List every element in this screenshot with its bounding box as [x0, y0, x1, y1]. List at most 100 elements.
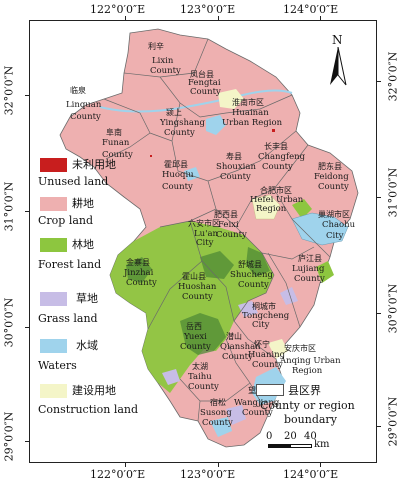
urban-anqing	[268, 339, 288, 359]
scale-label-20: 20	[284, 431, 297, 442]
scale-label-0: 0	[266, 431, 273, 442]
legend-unused-cn: 未利用地	[72, 158, 116, 171]
label-changfeng-en2: County	[262, 162, 293, 172]
legend-grass-cn: 草地	[76, 292, 98, 305]
label-anqing-cn: 安庆市区	[284, 343, 316, 353]
label-wangjiang-en2: County	[242, 408, 273, 418]
tick-right-30	[377, 313, 381, 314]
label-shucheng-cn: 舒城县	[238, 259, 262, 269]
tick-right-29	[377, 426, 381, 427]
legend-construction-en: Construction land	[38, 403, 139, 416]
label-yingshang-cn: 颍上	[166, 108, 182, 117]
label-hefei-en2: Region	[256, 204, 287, 214]
label-chaohu-en: Chaohu	[322, 220, 356, 230]
label-shucheng-en2: County	[238, 280, 269, 290]
label-lixin-cn: 利辛	[148, 41, 164, 51]
tick-left-29	[25, 441, 29, 442]
label-huoshan-en2: County	[182, 292, 213, 302]
label-funan-en: Funan	[102, 138, 130, 148]
legend-swatch-unused	[40, 158, 67, 172]
label-huoqiu-cn: 霍邱县	[164, 160, 188, 169]
label-tongcheng-en: Tongcheng	[242, 311, 290, 321]
coord-left-29: 29°0′0″N	[2, 411, 16, 462]
tick-bottom-124	[320, 463, 321, 467]
legend-swatch-crop	[40, 197, 67, 211]
legend-boundary-en2: boundary	[284, 413, 337, 426]
coord-right-31: 31°0′0″N	[386, 167, 400, 218]
label-linquan-en: Linquan	[66, 100, 102, 110]
label-chaohu-en2: City	[326, 231, 344, 241]
scale-bar: 0 20 40 km	[266, 431, 366, 453]
label-huainan-cn: 淮南市区	[232, 97, 264, 107]
label-yuexi-en: Yuexi	[183, 332, 207, 342]
label-shouxian-cn: 寿县	[226, 151, 242, 161]
label-yingshang-en2: County	[164, 128, 195, 138]
label-anqing-en2: Region	[292, 366, 323, 376]
legend-swatch-grass	[40, 292, 67, 306]
label-jinzhai-cn: 金寨县	[126, 257, 150, 267]
label-huoshan-cn: 霍山县	[182, 271, 206, 281]
label-funan-cn: 阜南	[106, 127, 122, 137]
north-arrow-icon	[330, 47, 347, 86]
tick-bottom-122	[125, 463, 126, 467]
legend-forest-cn: 林地	[72, 238, 94, 251]
label-huaining-en: Huaning	[248, 350, 286, 360]
coord-right-30: 30°0′0″N	[386, 283, 400, 334]
label-yuexi-cn: 岳西	[186, 321, 202, 331]
label-luan-en: Lu'an	[194, 229, 219, 239]
label-tongcheng-en2: City	[252, 320, 270, 330]
label-shucheng-en: Shucheng	[230, 270, 274, 280]
label-jinzhai-en2: County	[126, 278, 157, 288]
label-huaining-en2: County	[252, 360, 283, 370]
label-feidong-en: Feidong	[314, 172, 349, 182]
label-feidong-cn: 肥东县	[318, 161, 342, 171]
label-yingshang-en: Yingshang	[159, 118, 205, 128]
label-jinzhai-en: Jinzhai	[123, 268, 154, 278]
label-huoqiu-en2: County	[162, 182, 193, 192]
scale-bar-white	[290, 444, 312, 448]
label-luan-en2: City	[196, 238, 214, 248]
label-lixin-en2: County	[150, 66, 181, 76]
label-feixi-en2: County	[216, 230, 247, 240]
label-huoqiu-en: Huoqiu	[162, 170, 194, 180]
map-frame: 利辛 Lixin County 凤台县 Fengtai County 临泉 Li…	[29, 20, 377, 463]
label-feixi-cn: 肥西县	[214, 210, 238, 219]
legend-swatch-forest	[40, 238, 67, 252]
scale-label-40: 40	[304, 431, 317, 442]
coord-top-123: 123°0′0″E	[180, 3, 236, 16]
legend-boundary-en1: County or region	[260, 399, 355, 412]
county-labels: 利辛 Lixin County 凤台县 Fengtai County 临泉 Li…	[66, 41, 356, 428]
legend-water-cn: 水域	[76, 339, 98, 352]
scale-bar-black	[268, 444, 290, 448]
legend-boundary-cn: 县区界	[288, 384, 321, 397]
label-taihu-en: Taihu	[188, 372, 212, 382]
legend-swatch-water	[40, 339, 67, 353]
legend-swatch-boundary	[256, 384, 284, 396]
label-huainan-en2: Urban Region	[222, 118, 283, 128]
label-hefei-en: Hefei Urban	[250, 195, 304, 205]
label-qianshan-en: Qianshan	[220, 342, 261, 352]
label-huoshan-en: Huoshan	[178, 282, 217, 292]
label-fengtai-cn: 凤台县	[190, 69, 214, 79]
label-luan-cn: 六安市区	[188, 218, 220, 228]
coord-right-32: 32°0′0″N	[386, 51, 400, 102]
label-lujiang-en2: County	[294, 274, 325, 284]
label-susong-cn: 宿松	[210, 397, 226, 407]
tick-top-123	[218, 16, 219, 20]
grass-patches	[162, 287, 298, 425]
label-qianshan-en2: County	[222, 352, 253, 362]
label-lixin-en: Lixin	[152, 56, 174, 66]
label-fengtai-en2: County	[190, 87, 221, 97]
label-fengtai-en: Fengtai	[188, 78, 221, 88]
label-feidong-en2: County	[318, 182, 349, 192]
label-qianshan-cn: 潜山	[226, 331, 242, 341]
coord-bottom-122: 122°0′0″E	[90, 468, 146, 481]
label-anqing-en: Anqing Urban	[279, 356, 341, 366]
label-taihu-cn: 太湖	[192, 361, 208, 371]
label-susong-en: Susong	[200, 408, 232, 418]
tick-right-32	[377, 81, 381, 82]
legend-unused-en: Unused land	[38, 175, 109, 188]
coord-left-31: 31°0′0″N	[2, 181, 16, 232]
urban-hefei	[251, 194, 281, 220]
tick-left-32	[25, 95, 29, 96]
